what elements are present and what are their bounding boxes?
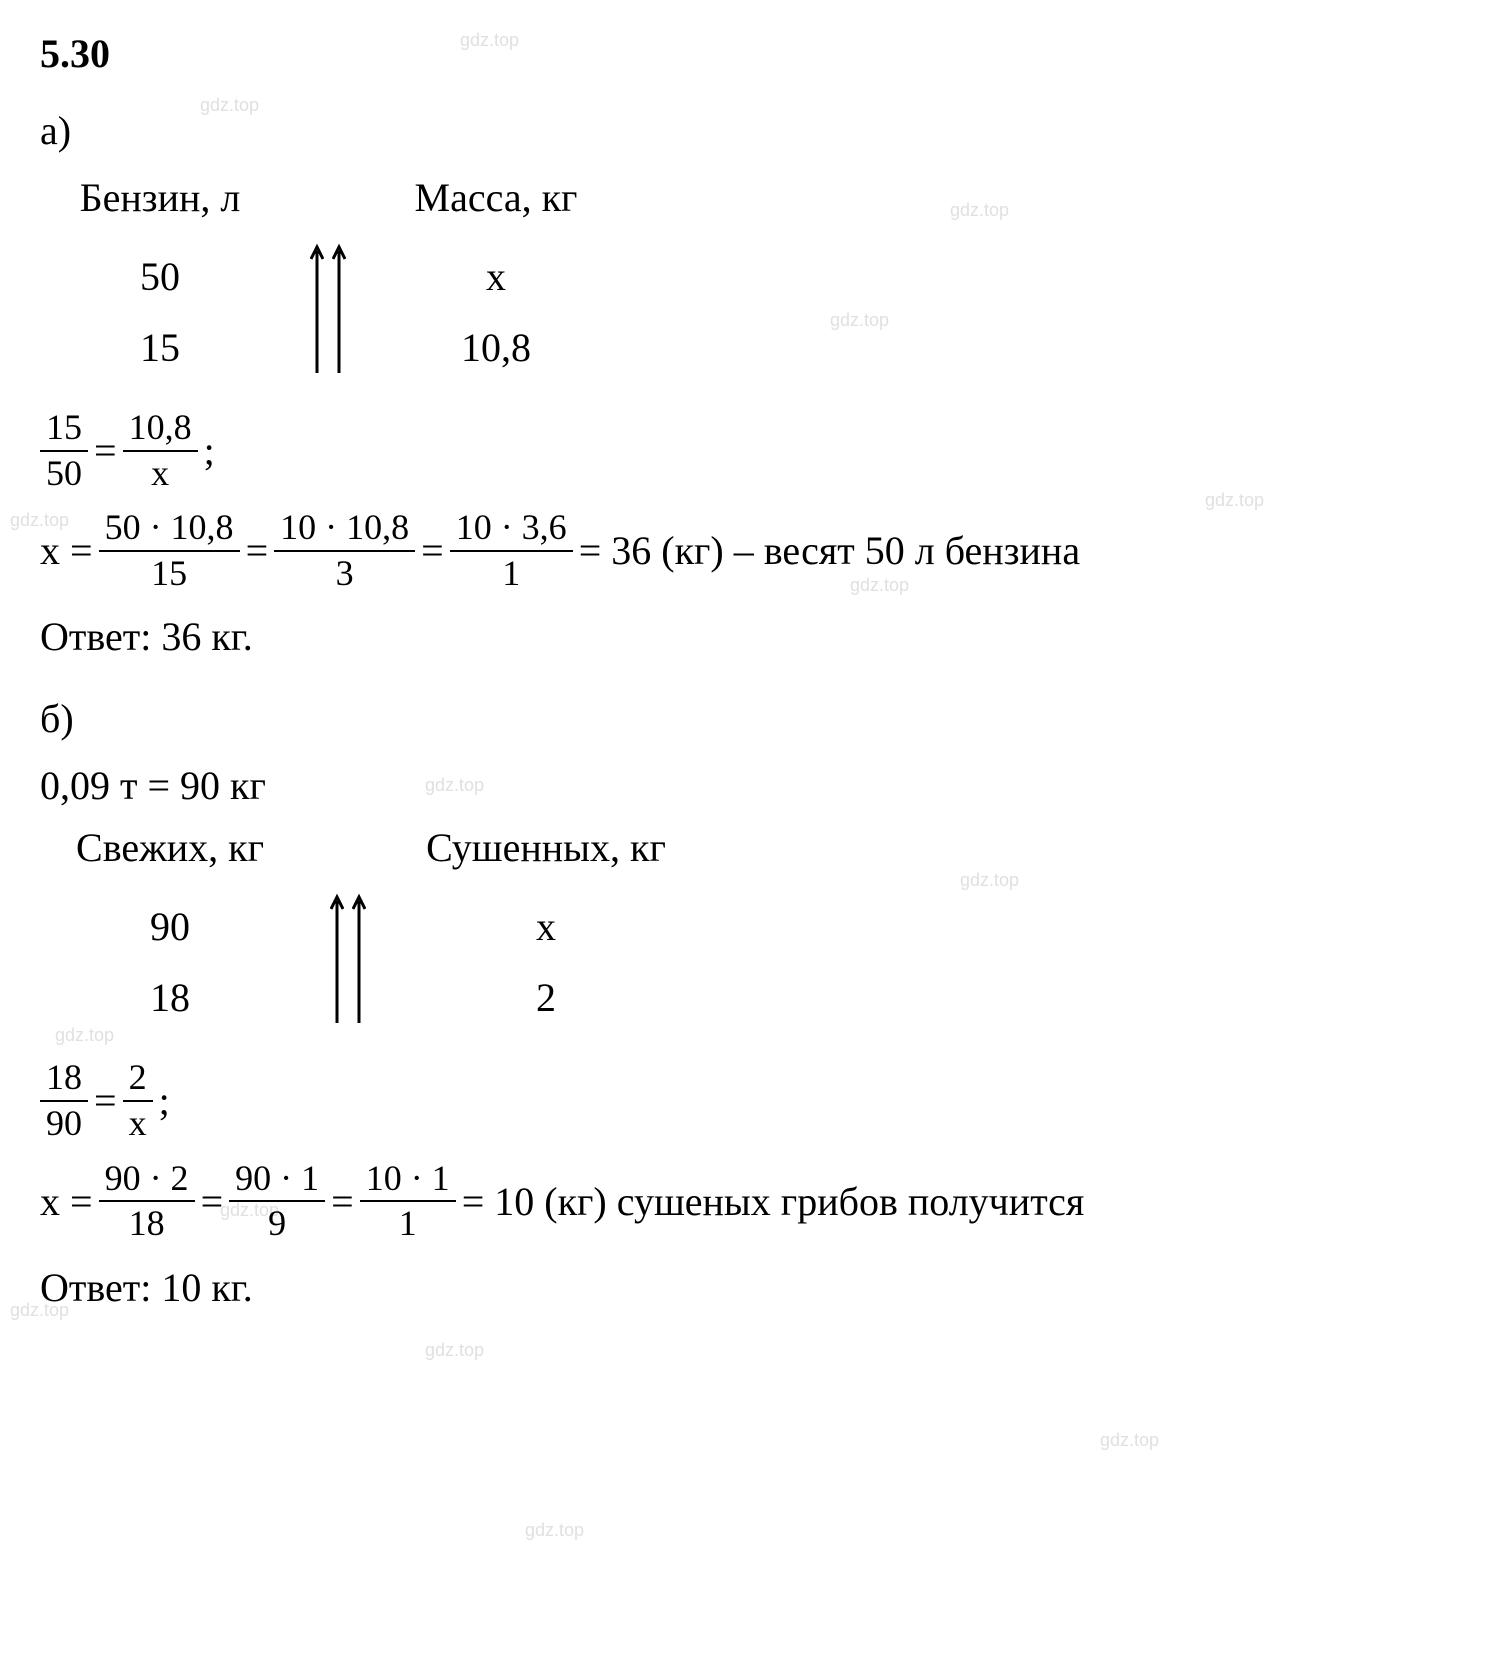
cell: 18 bbox=[150, 974, 190, 1021]
part-b-conversion: 0,09 т = 90 кг bbox=[40, 762, 1455, 809]
cell: 2 bbox=[536, 974, 556, 1021]
equals: = bbox=[331, 1178, 354, 1225]
part-a-proportion: 1550 = 10,8x ; bbox=[40, 408, 1455, 493]
cell: 10,8 bbox=[461, 324, 531, 371]
part-a-table: Бензин, л 50 15 Масса, кг x 10,8 bbox=[40, 174, 1455, 383]
part-b-proportion: 1890 = 2x ; bbox=[40, 1058, 1455, 1143]
den: 3 bbox=[330, 552, 360, 594]
equals: = bbox=[421, 527, 444, 574]
part-b-answer: Ответ: 10 кг. bbox=[40, 1264, 1455, 1311]
den: 50 bbox=[40, 452, 88, 494]
den: x bbox=[123, 1102, 153, 1144]
den: 1 bbox=[393, 1202, 423, 1244]
equals: = bbox=[201, 1178, 224, 1225]
den: 9 bbox=[262, 1202, 292, 1244]
col-header: Свежих, кг bbox=[76, 824, 264, 871]
num: 2 bbox=[123, 1058, 153, 1102]
watermark-text: gdz.top bbox=[525, 1520, 584, 1541]
num: 90 · 2 bbox=[99, 1159, 195, 1203]
equals: = bbox=[246, 527, 269, 574]
watermark-text: gdz.top bbox=[425, 1340, 484, 1361]
up-arrows bbox=[310, 243, 346, 383]
watermark-text: gdz.top bbox=[1100, 1430, 1159, 1451]
result-text: = 10 (кг) сушеных грибов получится bbox=[462, 1178, 1085, 1225]
num: 10 · 10,8 bbox=[274, 508, 415, 552]
equals: = bbox=[94, 1077, 117, 1124]
part-b-table: Свежих, кг 90 18 Сушенных, кг x 2 bbox=[40, 824, 1455, 1033]
den: 15 bbox=[145, 552, 193, 594]
num: 18 bbox=[40, 1058, 88, 1102]
cell: x bbox=[536, 903, 556, 950]
cell: 90 bbox=[150, 903, 190, 950]
x-equals: x = bbox=[40, 527, 93, 574]
up-arrows bbox=[330, 893, 366, 1033]
part-a-answer: Ответ: 36 кг. bbox=[40, 613, 1455, 660]
cell: x bbox=[486, 253, 506, 300]
problem-number: 5.30 bbox=[40, 30, 1455, 77]
den: 1 bbox=[496, 552, 526, 594]
den: x bbox=[145, 452, 175, 494]
semicolon: ; bbox=[159, 1077, 170, 1124]
num: 10 · 1 bbox=[360, 1159, 456, 1203]
equals: = bbox=[94, 427, 117, 474]
part-a-solution: x = 50 · 10,815 = 10 · 10,83 = 10 · 3,61… bbox=[40, 508, 1455, 593]
part-b-solution: x = 90 · 218 = 90 · 19 = 10 · 11 = 10 (к… bbox=[40, 1159, 1455, 1244]
semicolon: ; bbox=[204, 427, 215, 474]
num: 10 · 3,6 bbox=[450, 508, 573, 552]
num: 10,8 bbox=[123, 408, 198, 452]
col-header: Масса, кг bbox=[415, 174, 578, 221]
num: 15 bbox=[40, 408, 88, 452]
den: 18 bbox=[123, 1202, 171, 1244]
num: 50 · 10,8 bbox=[99, 508, 240, 552]
part-b-label: б) bbox=[40, 695, 1455, 742]
col-header: Сушенных, кг bbox=[426, 824, 666, 871]
cell: 50 bbox=[140, 253, 180, 300]
den: 90 bbox=[40, 1102, 88, 1144]
cell: 15 bbox=[140, 324, 180, 371]
result-text: = 36 (кг) – весят 50 л бензина bbox=[579, 527, 1080, 574]
x-equals: x = bbox=[40, 1178, 93, 1225]
col-header: Бензин, л bbox=[80, 174, 241, 221]
part-a-label: а) bbox=[40, 107, 1455, 154]
num: 90 · 1 bbox=[229, 1159, 325, 1203]
